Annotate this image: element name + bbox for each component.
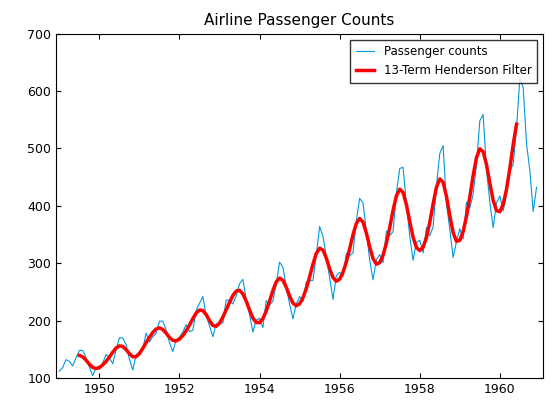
Title: Airline Passenger Counts: Airline Passenger Counts <box>204 13 395 28</box>
13-Term Henderson Filter <box>76 353 83 358</box>
13-Term Henderson Filter <box>513 122 520 127</box>
13-Term Henderson Filter <box>213 324 220 329</box>
13-Term Henderson Filter <box>133 354 139 359</box>
Passenger counts <box>90 373 96 378</box>
Passenger counts <box>443 201 450 206</box>
13-Term Henderson Filter <box>226 300 233 305</box>
Line: Passenger counts: Passenger counts <box>59 79 536 376</box>
13-Term Henderson Filter <box>430 202 436 207</box>
13-Term Henderson Filter <box>433 185 440 190</box>
Passenger counts <box>206 323 213 328</box>
Passenger counts <box>400 165 407 170</box>
Passenger counts <box>92 365 99 370</box>
Passenger counts <box>56 369 63 374</box>
13-Term Henderson Filter <box>92 366 99 371</box>
Passenger counts <box>516 76 523 81</box>
13-Term Henderson Filter <box>116 344 123 349</box>
Passenger counts <box>450 255 456 260</box>
Passenger counts <box>129 368 136 373</box>
Legend: Passenger counts, 13-Term Henderson Filter: Passenger counts, 13-Term Henderson Filt… <box>351 39 537 83</box>
Line: 13-Term Henderson Filter: 13-Term Henderson Filter <box>80 124 516 369</box>
Passenger counts <box>533 185 540 190</box>
